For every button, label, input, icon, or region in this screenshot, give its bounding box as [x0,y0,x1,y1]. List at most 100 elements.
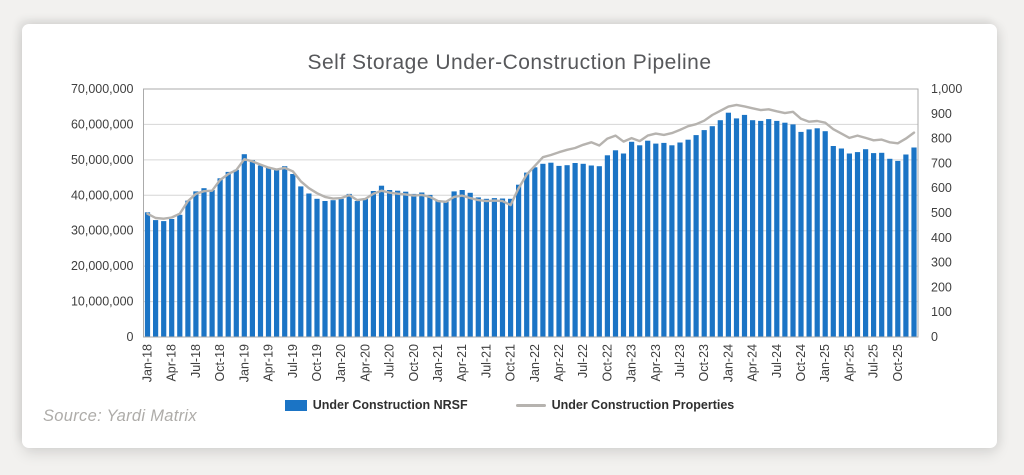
chart-legend: Under Construction NRSF Under Constructi… [22,398,997,412]
chart-card: Self Storage Under-Construction Pipeline… [22,24,997,448]
x-tick: Oct-20 [407,344,421,382]
bar-nrsf [370,191,376,337]
x-tick: Apr-25 [842,344,856,382]
bar-nrsf [653,143,659,337]
bar-nrsf [798,131,804,337]
bar-nrsf [846,153,852,337]
line-swatch-icon [515,403,546,407]
y-left-tick: 30,000,000 [71,224,134,238]
y-left-tick: 0 [127,330,134,344]
y-right-tick: 600 [931,181,952,195]
y-right-tick: 1,000 [931,82,962,96]
bar-nrsf [709,126,715,337]
bar-nrsf [669,145,675,337]
bar-nrsf [895,160,901,337]
x-tick: Jan-19 [237,344,251,382]
bar-nrsf [233,169,239,337]
legend-item-nrsf: Under Construction NRSF [284,398,468,412]
legend-label-properties: Under Construction Properties [551,398,735,412]
x-tick: Oct-21 [504,344,518,382]
bar-nrsf [387,190,393,337]
bar-nrsf [459,190,465,337]
y-left-tick: 60,000,000 [71,117,134,131]
x-tick: Jan-23 [625,344,639,382]
bar-nrsf [475,197,481,337]
bar-nrsf [508,198,514,337]
bar-nrsf [774,120,780,338]
x-tick: Jul-22 [576,344,590,378]
bar-nrsf [483,198,489,337]
bar-nrsf [395,190,401,337]
bar-nrsf [637,145,643,337]
bar-nrsf [290,174,296,337]
y-left-tick: 10,000,000 [71,295,134,309]
bar-nrsf [661,142,667,337]
y-right-tick: 100 [931,305,952,319]
x-tick: Apr-22 [552,344,566,382]
x-tick: Apr-23 [649,344,663,382]
bar-nrsf [854,152,861,337]
bar-nrsf [257,165,264,337]
bar-nrsf [693,135,699,337]
y-right-tick: 200 [931,280,952,294]
bar-nrsf [685,139,691,337]
bar-nrsf [620,153,627,337]
bar-nrsf [403,191,409,337]
bar-nrsf [144,212,151,337]
x-tick: Jul-18 [189,344,203,378]
bar-nrsf [750,120,756,337]
x-tick: Oct-18 [213,344,227,382]
bar-swatch-icon [284,399,307,411]
x-tick: Apr-18 [165,344,179,382]
bar-nrsf [596,166,602,337]
bar-nrsf [871,153,877,337]
bar-nrsf [499,198,506,337]
bar-nrsf [830,146,836,337]
x-tick: Jan-20 [334,344,348,382]
bar-nrsf [298,186,304,337]
plot-border [143,88,919,338]
bar-nrsf [604,155,610,337]
y-right-tick: 800 [931,132,952,146]
x-tick: Jan-21 [431,344,445,382]
bar-nrsf [822,131,828,337]
x-tick: Jan-25 [818,344,832,382]
y-left-tick: 70,000,000 [71,82,134,96]
y-right-tick: 0 [931,330,938,344]
bar-nrsf [741,114,748,338]
bar-nrsf [806,129,812,337]
bar-nrsf [758,120,764,338]
bar-nrsf [225,171,231,337]
x-tick: Apr-20 [358,344,372,382]
x-tick: Jan-24 [721,344,735,382]
bar-nrsf [322,201,328,337]
bar-nrsf [572,163,578,337]
y-right-tick: 400 [931,231,952,245]
x-tick: Apr-24 [746,344,760,382]
bar-nrsf [153,220,159,337]
bar-nrsf [411,193,417,337]
bar-nrsf [451,191,457,337]
bar-nrsf [838,148,844,337]
bar-nrsf [911,147,917,337]
bar-nrsf [346,193,352,337]
bar-nrsf [209,190,215,337]
bar-nrsf [701,130,707,337]
bar-nrsf [612,150,619,337]
bar-nrsf [274,169,280,337]
bar-nrsf [306,193,312,337]
x-tick: Oct-24 [794,344,808,382]
bar-nrsf [282,166,288,337]
x-tick: Apr-19 [262,344,276,382]
legend-item-properties: Under Construction Properties [515,398,735,412]
legend-label-nrsf: Under Construction NRSF [312,398,468,412]
bar-nrsf [863,149,869,337]
bar-nrsf [887,158,893,337]
bar-nrsf [249,160,255,337]
x-tick: Oct-19 [310,344,324,382]
x-tick: Jul-20 [383,344,397,378]
x-tick: Oct-25 [891,344,905,382]
bar-nrsf [330,200,336,337]
bar-nrsf [548,162,554,337]
x-tick: Oct-23 [697,344,711,382]
